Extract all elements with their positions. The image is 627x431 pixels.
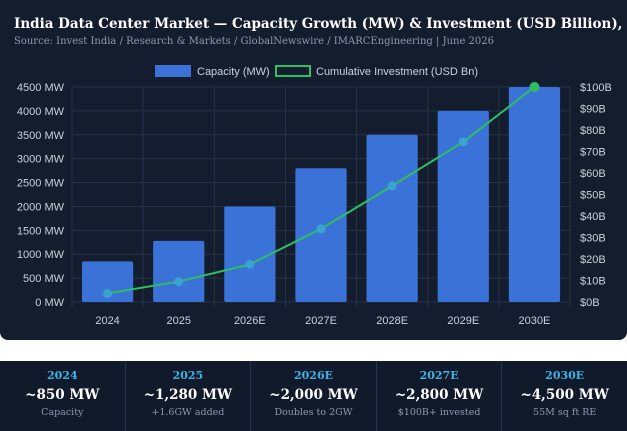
y-right-tick-label: $90B (580, 104, 606, 116)
x-tick-label: 2028E (376, 315, 408, 327)
legend-label: Cumulative Investment (USD Bn) (316, 66, 478, 78)
bar-series (81, 87, 561, 302)
bar (366, 134, 418, 302)
bar (295, 168, 347, 302)
stat-card: 2027E ~2,800 MW $100B+ invested (377, 361, 503, 431)
y-right-tick-label: $80B (580, 125, 606, 137)
line-point (174, 277, 184, 287)
stat-value: ~2,000 MW (269, 387, 358, 403)
y-right-tick-label: $40B (580, 211, 606, 223)
stats-strip: 2024 ~850 MW Capacity 2025 ~1,280 MW +1.… (0, 361, 627, 431)
chart-legend[interactable]: Capacity (MW) Cumulative Investment (USD … (155, 65, 478, 78)
legend-label: Capacity (MW) (197, 66, 270, 78)
y-left-tick-label: 1500 MW (17, 225, 65, 237)
stat-card: 2024 ~850 MW Capacity (0, 361, 126, 431)
stat-card: 2030E ~4,500 MW 55M sq ft RE (502, 361, 627, 431)
stat-note: Capacity (41, 407, 84, 418)
y-left-tick-label: 3000 MW (17, 154, 65, 166)
line-point (458, 137, 468, 147)
x-tick-label: 2026E (234, 315, 266, 327)
stat-value: ~2,800 MW (394, 387, 484, 403)
y-left-tick-label: 2500 MW (17, 178, 65, 190)
chart-subtitle: Source: Invest India / Research & Market… (14, 36, 494, 47)
y-right-tick-label: $70B (580, 147, 606, 159)
line-point (103, 288, 113, 298)
stat-year: 2024 (46, 369, 78, 382)
y-right-tick-label: $60B (580, 168, 606, 180)
stat-note: $100B+ invested (397, 407, 481, 418)
stat-year: 2025 (172, 369, 204, 382)
y-left-tick-label: 4000 MW (17, 106, 65, 118)
line-point (316, 224, 326, 234)
y-right-tick-label: $30B (580, 233, 606, 245)
y-left-tick-label: 3500 MW (17, 130, 65, 142)
legend-swatch-line (275, 65, 311, 77)
stat-value: ~4,500 MW (520, 387, 609, 403)
stat-card: 2026E ~2,000 MW Doubles to 2GW (251, 361, 377, 431)
stat-card: 2025 ~1,280 MW +1.6GW added (126, 361, 252, 431)
x-axis: 2024 2025 2026E 2027E 2028E 2029E 2030E (95, 315, 550, 327)
chart-card: India Data Center Market — Capacity Grow… (0, 0, 627, 340)
stat-note: 55M sq ft RE (533, 407, 597, 418)
chart-title: India Data Center Market — Capacity Grow… (14, 16, 627, 32)
x-tick-label: 2030E (519, 315, 551, 327)
line-point (245, 259, 255, 269)
stat-note: +1.6GW added (151, 407, 225, 418)
bar (437, 110, 489, 302)
y-right-tick-label: $0B (580, 297, 600, 309)
y-left-tick-label: 0 MW (35, 297, 64, 309)
stat-note: Doubles to 2GW (274, 407, 353, 418)
y-axis-right: $0B $10B $20B $30B $40B $50B $60B $70B $80B $90B $… (580, 82, 612, 309)
y-left-tick-label: 4500 MW (17, 82, 65, 94)
y-right-tick-label: $20B (580, 254, 606, 266)
combo-chart: Capacity (MW) Cumulative Investment (USD … (17, 65, 612, 327)
x-tick-label: 2024 (95, 315, 119, 327)
x-tick-label: 2025 (166, 315, 190, 327)
line-series (103, 82, 540, 298)
stat-year: 2030E (545, 369, 585, 382)
line-point (387, 181, 397, 191)
x-tick-label: 2027E (305, 315, 337, 327)
y-axis-left: 0 MW 500 MW 1000 MW 1500 MW 2000 MW 2500 MW 30… (17, 82, 65, 309)
stat-value: ~850 MW (25, 387, 100, 403)
x-tick-label: 2029E (447, 315, 479, 327)
stat-value: ~1,280 MW (143, 387, 233, 403)
y-right-tick-label: $10B (580, 276, 606, 288)
y-left-tick-label: 2000 MW (17, 201, 65, 213)
legend-swatch-bar (155, 65, 191, 77)
bar (153, 240, 205, 302)
y-left-tick-label: 1000 MW (17, 249, 65, 261)
y-left-tick-label: 500 MW (23, 273, 65, 285)
bar (508, 87, 561, 302)
stat-year: 2027E (419, 369, 459, 382)
y-right-tick-label: $50B (580, 190, 606, 202)
y-right-tick-label: $100B (580, 82, 612, 94)
line-point (529, 82, 540, 92)
stat-year: 2026E (293, 369, 333, 382)
bar (224, 206, 276, 302)
